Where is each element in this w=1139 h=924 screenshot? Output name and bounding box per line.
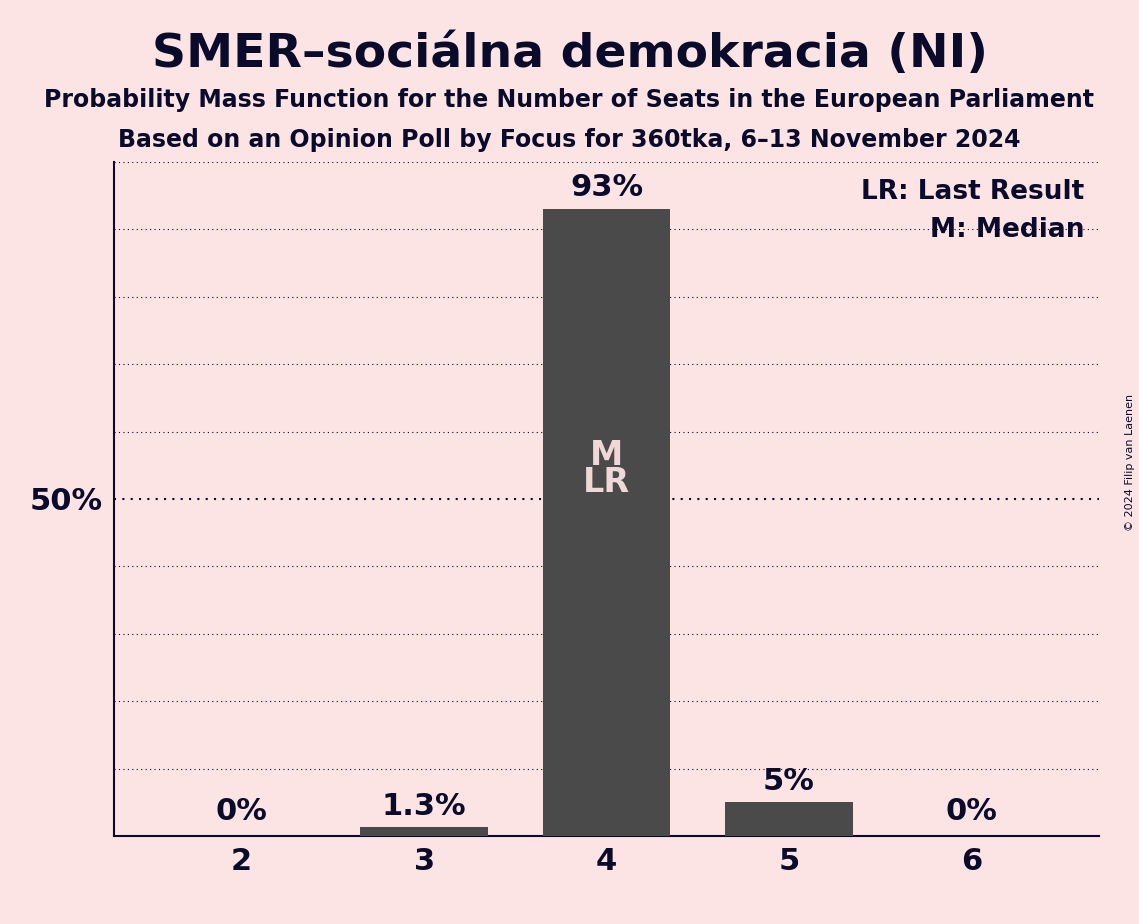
Text: 93%: 93%: [570, 173, 644, 202]
Text: Based on an Opinion Poll by Focus for 360tka, 6–13 November 2024: Based on an Opinion Poll by Focus for 36…: [118, 128, 1021, 152]
Text: Probability Mass Function for the Number of Seats in the European Parliament: Probability Mass Function for the Number…: [44, 88, 1095, 112]
Text: LR: LR: [583, 466, 630, 499]
Bar: [542, 209, 671, 836]
Text: SMER–sociálna demokracia (NI): SMER–sociálna demokracia (NI): [151, 32, 988, 78]
Text: 5%: 5%: [763, 767, 814, 796]
Text: © 2024 Filip van Laenen: © 2024 Filip van Laenen: [1125, 394, 1134, 530]
Text: LR: Last Result: LR: Last Result: [861, 178, 1084, 204]
Text: M: M: [590, 439, 623, 472]
Text: M: Median: M: Median: [929, 217, 1084, 243]
Text: 1.3%: 1.3%: [382, 792, 466, 821]
Bar: [360, 828, 487, 836]
Text: 0%: 0%: [215, 797, 268, 826]
Bar: [726, 802, 853, 836]
Text: 0%: 0%: [945, 797, 998, 826]
